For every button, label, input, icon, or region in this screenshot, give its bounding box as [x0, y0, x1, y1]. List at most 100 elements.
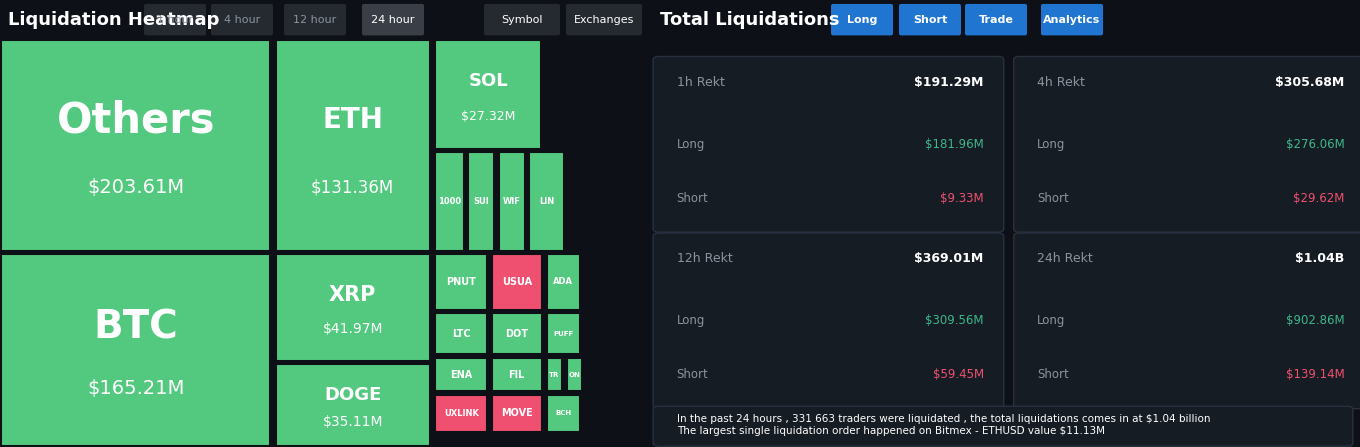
Bar: [491, 395, 543, 432]
FancyBboxPatch shape: [144, 4, 205, 35]
Text: Short: Short: [913, 15, 947, 25]
Bar: [491, 254, 543, 310]
Text: $41.97M: $41.97M: [322, 322, 384, 336]
Bar: [547, 254, 581, 310]
Text: Short: Short: [677, 368, 709, 381]
Text: $131.36M: $131.36M: [311, 178, 394, 196]
Bar: [435, 313, 487, 354]
FancyBboxPatch shape: [566, 4, 642, 35]
Text: Long: Long: [847, 15, 877, 25]
Text: Exchanges: Exchanges: [574, 15, 634, 25]
Text: 4h Rekt: 4h Rekt: [1038, 76, 1085, 89]
Text: $191.29M: $191.29M: [914, 76, 983, 89]
Text: PNUT: PNUT: [446, 277, 476, 287]
Bar: [276, 254, 430, 361]
Text: Total Liquidations: Total Liquidations: [660, 11, 839, 29]
Text: PUFF: PUFF: [554, 331, 574, 337]
Text: 1 hour: 1 hour: [156, 15, 193, 25]
Text: $139.14M: $139.14M: [1285, 368, 1344, 381]
Text: XRP: XRP: [329, 285, 377, 304]
Text: Short: Short: [1038, 368, 1069, 381]
FancyBboxPatch shape: [966, 4, 1027, 35]
FancyBboxPatch shape: [1013, 56, 1360, 232]
FancyBboxPatch shape: [211, 4, 273, 35]
FancyBboxPatch shape: [484, 4, 560, 35]
Bar: [1, 40, 271, 250]
Text: 24 hour: 24 hour: [371, 15, 415, 25]
FancyBboxPatch shape: [899, 4, 962, 35]
Text: ON: ON: [568, 371, 581, 378]
Bar: [435, 395, 487, 432]
Bar: [435, 254, 487, 310]
FancyBboxPatch shape: [653, 56, 1004, 232]
Bar: [491, 358, 543, 391]
Text: DOGE: DOGE: [324, 386, 381, 405]
Text: 1000: 1000: [438, 197, 461, 206]
Text: 12h Rekt: 12h Rekt: [677, 252, 733, 265]
Text: 24h Rekt: 24h Rekt: [1038, 252, 1093, 265]
Text: $59.45M: $59.45M: [933, 368, 983, 381]
Text: BCH: BCH: [555, 410, 571, 416]
Text: $902.86M: $902.86M: [1285, 314, 1344, 327]
FancyBboxPatch shape: [653, 233, 1004, 409]
Text: $309.56M: $309.56M: [925, 314, 983, 327]
Text: Long: Long: [677, 314, 704, 327]
Text: LIN: LIN: [539, 197, 554, 206]
Bar: [468, 152, 494, 250]
Text: In the past 24 hours , 331 663 traders were liquidated , the total liquidations : In the past 24 hours , 331 663 traders w…: [677, 414, 1210, 424]
Bar: [491, 313, 543, 354]
Text: $27.32M: $27.32M: [461, 110, 515, 122]
Text: DOT: DOT: [506, 329, 528, 339]
Text: The largest single liquidation order happened on Bitmex - ETHUSD value $11.13M: The largest single liquidation order hap…: [677, 426, 1104, 436]
Bar: [276, 364, 430, 446]
Bar: [435, 358, 487, 391]
Text: $181.96M: $181.96M: [925, 138, 983, 151]
Bar: [1, 254, 271, 446]
Text: 4 hour: 4 hour: [224, 15, 260, 25]
FancyBboxPatch shape: [1013, 233, 1360, 409]
Text: $369.01M: $369.01M: [914, 252, 983, 265]
Bar: [529, 152, 564, 250]
Text: SOL: SOL: [469, 72, 509, 90]
Text: Analytics: Analytics: [1043, 15, 1100, 25]
Text: $29.62M: $29.62M: [1293, 192, 1344, 205]
Text: $276.06M: $276.06M: [1285, 138, 1344, 151]
Text: $305.68M: $305.68M: [1276, 76, 1344, 89]
Text: $35.11M: $35.11M: [322, 415, 384, 429]
Text: Trade: Trade: [979, 15, 1013, 25]
Text: $203.61M: $203.61M: [87, 178, 184, 197]
Bar: [547, 313, 581, 354]
Text: 12 hour: 12 hour: [294, 15, 337, 25]
Text: ETH: ETH: [322, 106, 384, 134]
Text: 1h Rekt: 1h Rekt: [677, 76, 725, 89]
Text: MOVE: MOVE: [500, 409, 533, 418]
FancyBboxPatch shape: [831, 4, 894, 35]
FancyBboxPatch shape: [1040, 4, 1103, 35]
Text: Long: Long: [1038, 138, 1066, 151]
Text: Long: Long: [1038, 314, 1066, 327]
Text: ADA: ADA: [554, 278, 574, 287]
FancyBboxPatch shape: [284, 4, 345, 35]
Text: WIF: WIF: [503, 197, 521, 206]
FancyBboxPatch shape: [653, 406, 1353, 446]
Text: Others: Others: [56, 99, 215, 141]
Bar: [499, 152, 525, 250]
Bar: [567, 358, 582, 391]
Text: Liquidation Heatmap: Liquidation Heatmap: [8, 11, 219, 29]
Bar: [435, 40, 541, 148]
Text: TR: TR: [549, 371, 559, 378]
Text: Short: Short: [1038, 192, 1069, 205]
Bar: [547, 395, 581, 432]
Text: UXLINK: UXLINK: [443, 409, 479, 418]
Text: SUI: SUI: [473, 197, 490, 206]
Text: Symbol: Symbol: [502, 15, 543, 25]
Text: $9.33M: $9.33M: [940, 192, 983, 205]
Text: FIL: FIL: [509, 370, 525, 380]
Bar: [276, 40, 430, 250]
Bar: [435, 152, 464, 250]
FancyBboxPatch shape: [362, 4, 424, 35]
Bar: [547, 358, 562, 391]
Text: LTC: LTC: [452, 329, 471, 339]
Text: BTC: BTC: [94, 308, 178, 346]
Text: ENA: ENA: [450, 370, 472, 380]
